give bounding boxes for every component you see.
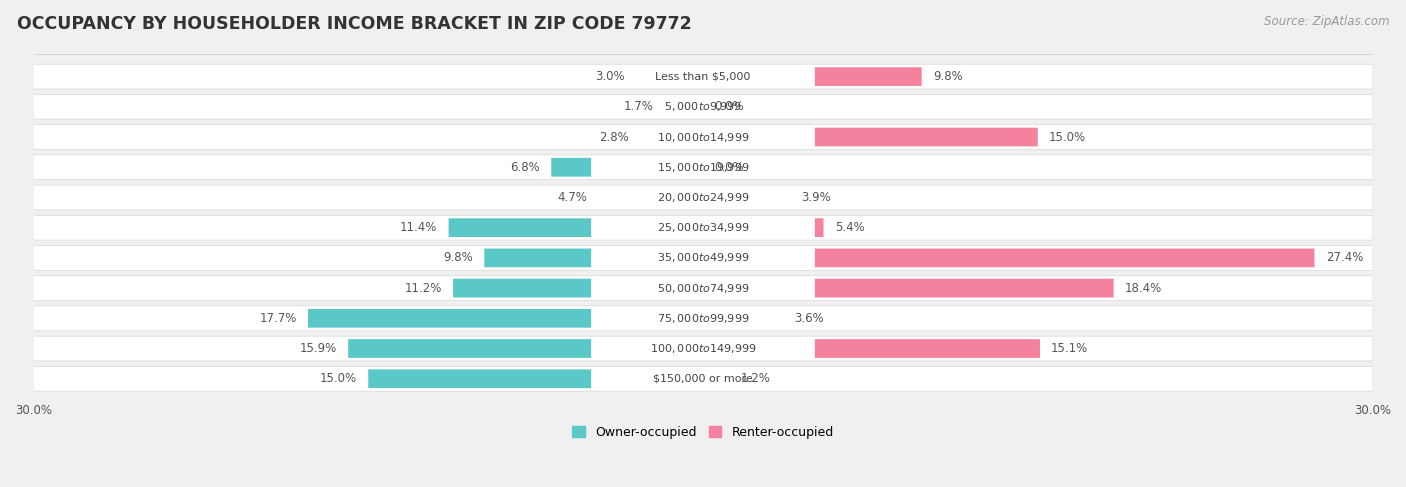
FancyBboxPatch shape [34,125,1372,150]
FancyBboxPatch shape [592,279,814,298]
FancyBboxPatch shape [34,276,1372,300]
FancyBboxPatch shape [592,128,814,147]
Text: 1.2%: 1.2% [741,372,770,385]
Text: 15.0%: 15.0% [321,372,357,385]
Text: 15.9%: 15.9% [299,342,337,355]
Text: 4.7%: 4.7% [557,191,586,204]
FancyBboxPatch shape [34,215,1372,240]
FancyBboxPatch shape [368,369,592,388]
Text: 9.8%: 9.8% [443,251,474,264]
Text: $75,000 to $99,999: $75,000 to $99,999 [657,312,749,325]
FancyBboxPatch shape [814,218,824,237]
FancyBboxPatch shape [592,188,814,207]
FancyBboxPatch shape [34,64,1372,89]
Text: 6.8%: 6.8% [510,161,540,174]
Text: Less than $5,000: Less than $5,000 [655,72,751,82]
FancyBboxPatch shape [592,67,814,86]
FancyBboxPatch shape [453,279,592,298]
Text: 3.9%: 3.9% [801,191,831,204]
FancyBboxPatch shape [308,309,592,328]
FancyBboxPatch shape [814,279,1114,298]
Text: $35,000 to $49,999: $35,000 to $49,999 [657,251,749,264]
FancyBboxPatch shape [592,158,814,177]
Text: 11.4%: 11.4% [401,221,437,234]
FancyBboxPatch shape [592,339,814,358]
Text: 5.4%: 5.4% [835,221,865,234]
Text: 0.0%: 0.0% [714,100,744,113]
FancyBboxPatch shape [592,97,814,116]
FancyBboxPatch shape [34,185,1372,210]
FancyBboxPatch shape [814,67,922,86]
FancyBboxPatch shape [551,158,592,177]
FancyBboxPatch shape [34,336,1372,361]
FancyBboxPatch shape [592,369,814,388]
Text: $5,000 to $9,999: $5,000 to $9,999 [664,100,742,113]
Text: 0.0%: 0.0% [714,161,744,174]
Text: 3.6%: 3.6% [794,312,824,325]
Text: 15.0%: 15.0% [1049,131,1085,144]
FancyBboxPatch shape [349,339,592,358]
Text: $15,000 to $19,999: $15,000 to $19,999 [657,161,749,174]
Text: 9.8%: 9.8% [932,70,963,83]
Text: 3.0%: 3.0% [595,70,624,83]
Text: 18.4%: 18.4% [1125,281,1161,295]
Text: 17.7%: 17.7% [260,312,297,325]
Text: 1.7%: 1.7% [624,100,654,113]
Text: 2.8%: 2.8% [599,131,630,144]
Text: $20,000 to $24,999: $20,000 to $24,999 [657,191,749,204]
Text: 27.4%: 27.4% [1326,251,1362,264]
FancyBboxPatch shape [34,306,1372,331]
Text: $100,000 to $149,999: $100,000 to $149,999 [650,342,756,355]
FancyBboxPatch shape [592,218,814,237]
FancyBboxPatch shape [34,245,1372,270]
FancyBboxPatch shape [449,218,592,237]
FancyBboxPatch shape [484,248,592,267]
Text: $150,000 or more: $150,000 or more [654,374,752,384]
FancyBboxPatch shape [34,366,1372,391]
Text: Source: ZipAtlas.com: Source: ZipAtlas.com [1264,15,1389,28]
Text: $50,000 to $74,999: $50,000 to $74,999 [657,281,749,295]
Text: OCCUPANCY BY HOUSEHOLDER INCOME BRACKET IN ZIP CODE 79772: OCCUPANCY BY HOUSEHOLDER INCOME BRACKET … [17,15,692,33]
FancyBboxPatch shape [814,248,1315,267]
FancyBboxPatch shape [34,94,1372,119]
FancyBboxPatch shape [814,339,1040,358]
Text: 15.1%: 15.1% [1052,342,1088,355]
FancyBboxPatch shape [814,128,1038,147]
Legend: Owner-occupied, Renter-occupied: Owner-occupied, Renter-occupied [568,421,838,444]
Text: 11.2%: 11.2% [405,281,441,295]
FancyBboxPatch shape [592,309,814,328]
FancyBboxPatch shape [592,248,814,267]
FancyBboxPatch shape [34,155,1372,180]
Text: $10,000 to $14,999: $10,000 to $14,999 [657,131,749,144]
Text: $25,000 to $34,999: $25,000 to $34,999 [657,221,749,234]
